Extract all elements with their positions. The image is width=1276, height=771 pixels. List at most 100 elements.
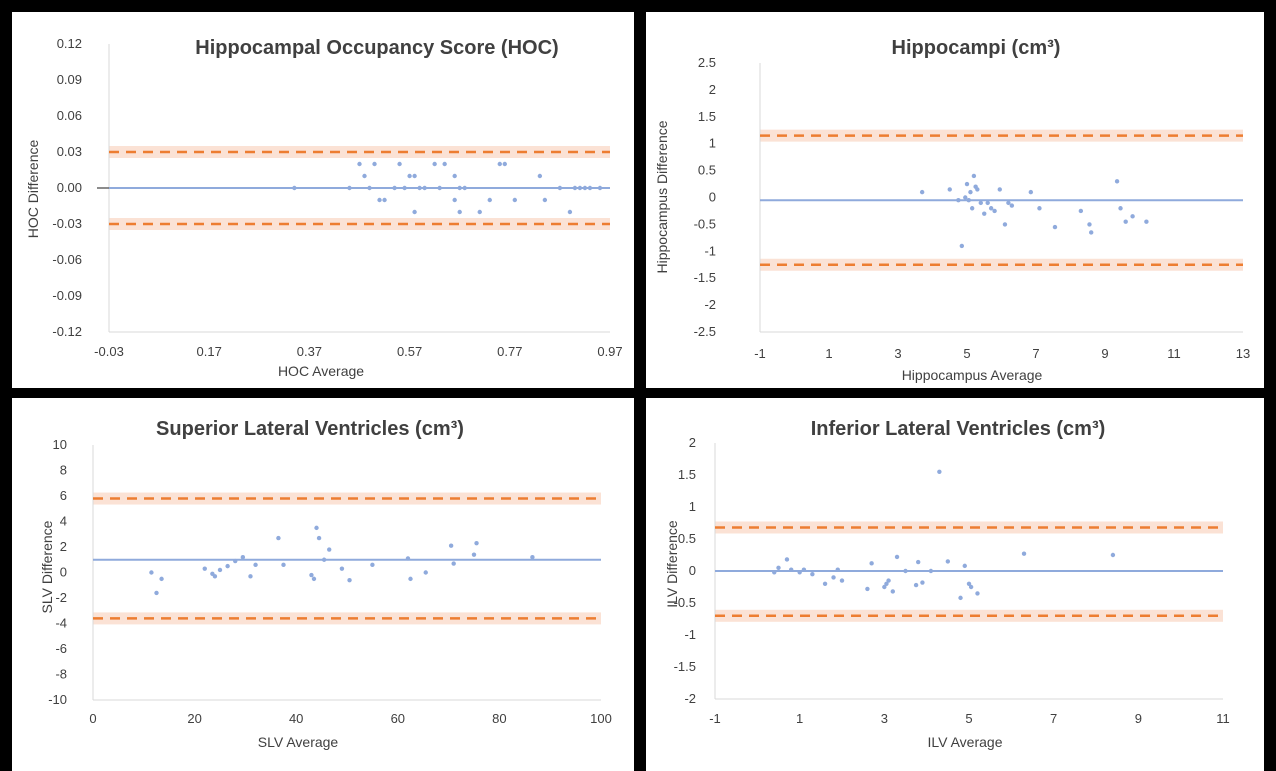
data-point <box>502 161 507 167</box>
data-point <box>339 566 345 571</box>
data-point <box>512 197 518 203</box>
y-tick-label: -2.5 <box>694 324 716 339</box>
y-tick-label: -1 <box>704 243 716 258</box>
x-tick-label: 7 <box>1050 711 1057 726</box>
data-point <box>347 577 352 583</box>
x-axis-label: Hippocampus Average <box>902 367 1043 383</box>
data-point <box>442 161 447 167</box>
y-tick-label: -10 <box>48 692 67 707</box>
data-point <box>149 570 154 575</box>
x-tick-label: 20 <box>187 711 201 726</box>
data-point <box>919 189 925 195</box>
x-tick-label: 11 <box>1216 711 1230 726</box>
chart-title: Hippocampal Occupancy Score (HOC) <box>195 37 558 59</box>
data-point <box>253 562 258 568</box>
data-point <box>968 189 973 195</box>
y-tick-label: 10 <box>53 437 67 452</box>
y-axis-label: Hippocampus Difference <box>654 120 670 273</box>
data-point <box>587 185 593 191</box>
y-tick-label: 0 <box>60 565 67 580</box>
chart-hoc: 0.12 0.09 0.06 0.03 0.00 -0.03 -0.06 -0.09 -0.12… <box>25 36 623 379</box>
y-tick-label: -0.09 <box>52 288 82 303</box>
data-point <box>1052 224 1058 230</box>
loa-band <box>715 609 1223 622</box>
data-point <box>985 200 990 206</box>
y-tick-label: 0.09 <box>57 72 82 87</box>
panel-ilv: 2 1.5 1 0.5 0 -0.5 -1 -1.5 -2 -1 1 3 5 7 9 11 Inferior L… <box>646 398 1264 771</box>
data-point <box>1087 222 1092 227</box>
data-point <box>357 161 362 167</box>
data-point <box>557 185 563 191</box>
data-point <box>997 187 1002 192</box>
x-tick-label: 0.77 <box>497 344 522 359</box>
data-point <box>963 195 968 200</box>
data-point <box>281 562 286 568</box>
data-point <box>452 173 457 179</box>
y-axis-label: ILV Difference <box>664 520 680 608</box>
data-point <box>471 552 477 557</box>
x-tick-label: 100 <box>590 711 612 726</box>
data-point <box>947 187 952 192</box>
data-point <box>487 197 492 203</box>
x-tick-label: 5 <box>963 346 970 361</box>
data-point <box>382 197 387 203</box>
data-point <box>865 586 870 592</box>
data-point <box>1130 214 1135 219</box>
x-axis-label: HOC Average <box>278 363 364 379</box>
y-tick-label: -2 <box>684 691 696 706</box>
data-point <box>225 563 230 569</box>
chart-title: Superior Lateral Ventricles (cm³) <box>156 418 464 440</box>
data-point <box>370 562 375 568</box>
data-point <box>405 556 411 561</box>
y-tick-label: 1.5 <box>698 109 716 124</box>
y-tick-label: 2 <box>689 435 696 450</box>
y-tick-label: 0.03 <box>57 144 82 159</box>
y-tick-label: -1 <box>684 627 696 642</box>
data-point <box>240 555 246 560</box>
y-tick-label: 1 <box>709 136 716 151</box>
data-point <box>397 161 402 167</box>
x-tick-label: 9 <box>1101 346 1108 361</box>
data-point <box>423 570 428 575</box>
data-point <box>567 209 573 215</box>
data-point <box>959 243 965 249</box>
y-tick-label: -6 <box>55 641 67 656</box>
data-point <box>869 561 874 566</box>
data-point <box>212 574 218 579</box>
data-point <box>412 173 417 179</box>
panel-hippocampi: 2.5 2 1.5 1 0.5 0 -0.5 -1 -1.5 -2 -2.5 -1 1 3 5 7 9 11 13 H… <box>646 12 1264 388</box>
data-point <box>978 200 983 206</box>
data-point <box>159 576 164 582</box>
y-tick-label: 2 <box>60 539 67 554</box>
data-point <box>347 185 352 191</box>
data-point <box>956 197 961 203</box>
data-point <box>316 535 322 541</box>
data-point <box>367 185 372 191</box>
data-point <box>1110 552 1116 558</box>
data-point <box>451 561 456 566</box>
data-point <box>928 568 934 574</box>
data-point <box>372 161 377 167</box>
x-tick-label: -1 <box>709 711 721 726</box>
loa-band <box>109 146 610 158</box>
y-tick-label: 0.12 <box>57 36 82 51</box>
loa-band <box>93 612 601 625</box>
data-point <box>402 185 407 191</box>
data-point <box>903 568 908 574</box>
data-point <box>1089 230 1094 235</box>
y-axis-label: SLV Difference <box>39 520 55 613</box>
y-tick-label: 0.5 <box>678 531 696 546</box>
y-tick-label: 6 <box>60 488 67 503</box>
data-point <box>457 185 462 191</box>
x-tick-label: 1 <box>796 711 803 726</box>
y-tick-label: -2 <box>704 297 716 312</box>
data-point <box>311 576 317 582</box>
data-point <box>572 185 578 191</box>
data-point <box>975 591 980 596</box>
data-point <box>202 566 207 571</box>
y-tick-label: 1 <box>689 499 696 514</box>
x-tick-label: -0.03 <box>94 344 124 359</box>
data-point <box>477 209 482 215</box>
data-point <box>886 578 891 583</box>
y-tick-label: 2 <box>709 82 716 97</box>
